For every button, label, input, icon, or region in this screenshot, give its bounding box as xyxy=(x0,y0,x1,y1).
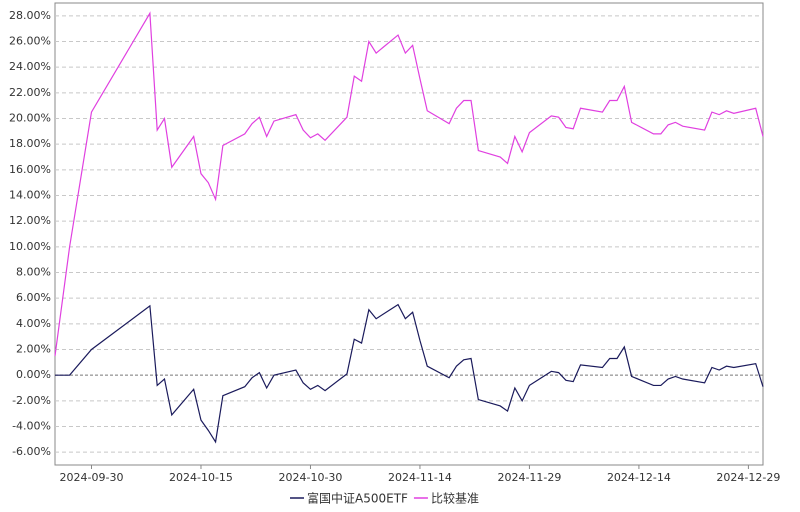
y-tick-label: 22.00% xyxy=(9,86,51,99)
y-tick-label: 14.00% xyxy=(9,189,51,202)
series-line xyxy=(54,11,764,356)
y-tick-label: 20.00% xyxy=(9,112,51,125)
y-tick-label: 2.00% xyxy=(16,343,51,356)
plot-frame xyxy=(54,2,764,466)
x-tick-label: 2024-11-29 xyxy=(497,471,561,484)
series-line xyxy=(55,303,764,444)
y-tick-label: 12.00% xyxy=(9,214,51,227)
y-tick-label: 4.00% xyxy=(16,317,51,330)
x-tick-label: 2024-10-30 xyxy=(278,471,342,484)
x-tick-label: 2024-10-15 xyxy=(169,471,233,484)
y-tick-label: -4.00% xyxy=(12,420,51,433)
y-tick-label: 10.00% xyxy=(9,240,51,253)
x-tick-label: 2024-09-30 xyxy=(60,471,124,484)
legend-label: 比较基准 xyxy=(431,491,479,506)
y-tick-label: 6.00% xyxy=(16,291,51,304)
y-tick-label: 24.00% xyxy=(9,60,51,73)
y-tick-label: 26.00% xyxy=(9,35,51,48)
legend-label: 富国中证A500ETF xyxy=(307,491,408,506)
x-tick-label: 2024-12-14 xyxy=(607,471,671,484)
y-tick-label: 8.00% xyxy=(16,266,51,279)
y-tick-label: 16.00% xyxy=(9,163,51,176)
y-tick-label: -6.00% xyxy=(12,445,51,458)
x-tick-label: 2024-11-14 xyxy=(388,471,452,484)
y-tick-label: -2.00% xyxy=(12,394,51,407)
y-tick-label: 18.00% xyxy=(9,137,51,150)
y-tick-label: 28.00% xyxy=(9,9,51,22)
x-tick-label: 2024-12-29 xyxy=(716,471,780,484)
y-tick-label: 0.00% xyxy=(16,368,51,381)
